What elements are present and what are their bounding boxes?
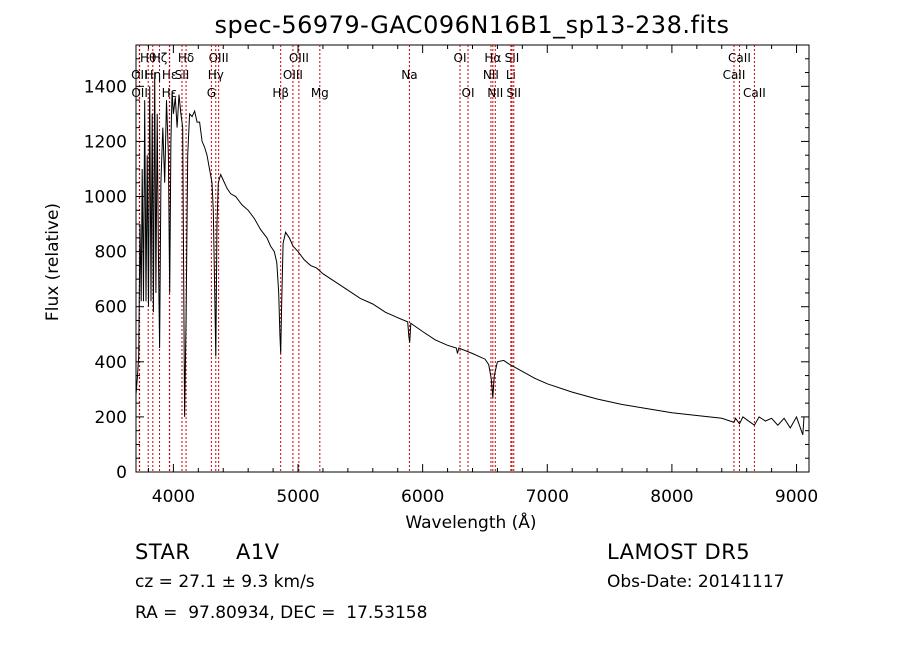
x-tick-label: 7000	[526, 487, 569, 507]
line-marker-label: NII	[483, 68, 499, 82]
y-tick-label: 400	[95, 353, 127, 373]
x-tick-label: 5000	[276, 487, 319, 507]
line-marker-label: Hη	[145, 68, 162, 82]
line-marker-label: Na	[401, 68, 417, 82]
x-tick-label: 8000	[650, 487, 693, 507]
line-marker-label: CaII	[728, 51, 751, 65]
ra-dec-coordinates: RA = 97.80934, DEC = 17.53158	[135, 603, 428, 623]
line-marker-label: OIII	[289, 51, 309, 65]
line-marker-label: G	[207, 86, 216, 100]
plot-border	[135, 44, 810, 473]
line-marker-label: OIII	[209, 51, 229, 65]
line-marker-label: Hδ	[178, 51, 194, 65]
y-tick-label: 1200	[84, 132, 127, 152]
line-marker-label: OI	[462, 86, 475, 100]
y-tick-label: 200	[95, 408, 127, 428]
y-tick-label: 600	[95, 298, 127, 318]
x-tick-label: 6000	[401, 487, 444, 507]
line-marker-label: SII	[505, 51, 520, 65]
star-class-label: STAR	[135, 540, 191, 564]
observation-date: Obs-Date: 20141117	[607, 572, 785, 592]
axis-ticks: 4000 5000 6000 7000 8000 9000 0 200 400 600 800 100…	[84, 45, 818, 507]
x-axis-label: Wavelength (Å)	[405, 511, 536, 533]
redshift-velocity: cz = 27.1 ± 9.3 km/s	[135, 572, 315, 592]
chart-title: spec-56979-GAC096N16B1_sp13-238.fits	[214, 11, 729, 39]
line-marker-label: OIII	[283, 68, 303, 82]
line-marker-label: CaII	[743, 86, 766, 100]
line-marker-label: OII	[131, 86, 148, 100]
y-tick-label: 0	[116, 463, 127, 483]
spectrum-line	[135, 72, 805, 435]
x-tick-label: 4000	[152, 487, 195, 507]
line-marker-label: NII	[487, 86, 503, 100]
line-marker-label: CaII	[723, 68, 746, 82]
survey-name: LAMOST DR5	[607, 540, 751, 564]
star-subclass: A1V	[236, 540, 280, 564]
line-marker-label: Li	[506, 68, 516, 82]
line-marker-label: SII	[506, 86, 521, 100]
line-marker-label: Hθ	[140, 51, 156, 65]
line-marker-label: Hβ	[272, 86, 289, 100]
line-marker-label: Hα	[484, 51, 501, 65]
line-marker-label: SII	[175, 68, 190, 82]
y-tick-label: 1400	[84, 77, 127, 97]
line-marker-label: Hε	[162, 86, 178, 100]
line-marker-label: Mg	[311, 86, 329, 100]
x-tick-label: 9000	[775, 487, 818, 507]
line-marker-label: Hγ	[208, 68, 224, 82]
y-tick-label: 800	[95, 243, 127, 263]
line-marker-label: OI	[454, 51, 467, 65]
y-axis-label: Flux (relative)	[43, 203, 63, 321]
line-marker-label: Hζ	[152, 51, 168, 65]
plot-frame	[135, 44, 810, 473]
y-tick-label: 1000	[84, 188, 127, 208]
